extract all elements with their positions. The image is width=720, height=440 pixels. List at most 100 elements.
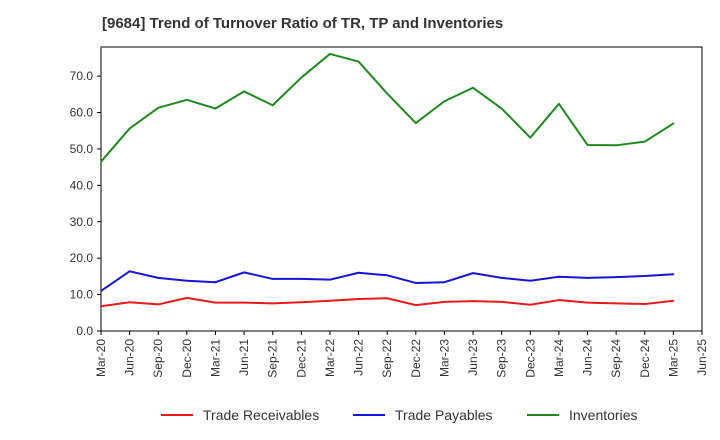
x-tick-label: Dec-21 bbox=[294, 339, 308, 378]
y-tick-label: 10.0 bbox=[70, 288, 94, 302]
x-tick-label: Sep-22 bbox=[380, 339, 394, 378]
x-tick-label: Dec-23 bbox=[523, 339, 537, 378]
x-tick-label: Sep-20 bbox=[151, 339, 165, 378]
data-point-trade-payables bbox=[643, 275, 646, 277]
data-point-trade-receivables bbox=[386, 297, 389, 300]
data-point-trade-payables bbox=[300, 278, 303, 280]
data-point-trade-payables bbox=[329, 278, 331, 281]
y-tick-label: 40.0 bbox=[70, 178, 94, 192]
data-point-trade-payables bbox=[243, 271, 245, 274]
x-tick-label: Mar-25 bbox=[666, 339, 680, 377]
data-point-trade-receivables bbox=[357, 298, 360, 300]
legend-label: Inventories bbox=[569, 407, 637, 423]
data-point-trade-payables bbox=[157, 276, 160, 279]
x-tick-label: Jun-24 bbox=[581, 339, 595, 376]
x-tick-label: Mar-21 bbox=[208, 339, 222, 377]
data-point-inventories bbox=[615, 144, 618, 147]
data-point-trade-receivables bbox=[100, 305, 102, 308]
data-point-trade-payables bbox=[443, 281, 446, 284]
data-point-trade-payables bbox=[672, 273, 675, 276]
data-point-trade-receivables bbox=[586, 301, 589, 304]
y-tick-label: 20.0 bbox=[70, 251, 94, 265]
data-point-inventories bbox=[672, 122, 675, 125]
data-point-trade-receivables bbox=[643, 303, 646, 305]
data-point-inventories bbox=[643, 140, 646, 143]
data-point-trade-receivables bbox=[300, 301, 303, 304]
data-point-trade-receivables bbox=[472, 300, 474, 303]
legend-item-trade-receivables: Trade Receivables bbox=[161, 407, 319, 423]
y-tick-label: 60.0 bbox=[70, 106, 94, 120]
legend-label: Trade Payables bbox=[395, 407, 493, 423]
data-point-trade-payables bbox=[500, 276, 503, 279]
series-lines bbox=[100, 52, 675, 308]
data-point-trade-payables bbox=[100, 290, 102, 292]
legend-item-inventories: Inventories bbox=[527, 407, 637, 423]
data-point-trade-receivables bbox=[615, 302, 618, 305]
data-point-inventories bbox=[386, 92, 389, 95]
data-point-trade-receivables bbox=[500, 300, 503, 303]
data-point-trade-payables bbox=[586, 276, 589, 279]
x-tick-label: Mar-22 bbox=[323, 339, 337, 377]
data-point-inventories bbox=[329, 53, 331, 55]
data-point-trade-receivables bbox=[157, 303, 160, 306]
x-tick-label: Jun-23 bbox=[466, 339, 480, 376]
x-tick-label: Dec-24 bbox=[638, 339, 652, 378]
data-point-inventories bbox=[185, 98, 188, 101]
data-point-trade-receivables bbox=[128, 301, 131, 304]
x-tick-label: Jun-22 bbox=[352, 339, 366, 376]
data-point-inventories bbox=[500, 107, 503, 110]
data-point-trade-payables bbox=[271, 278, 274, 280]
data-point-trade-receivables bbox=[672, 299, 675, 302]
data-point-trade-payables bbox=[214, 281, 217, 284]
y-tick-label: 0.0 bbox=[76, 324, 93, 338]
data-point-trade-receivables bbox=[214, 301, 217, 304]
x-tick-label: Mar-24 bbox=[552, 339, 566, 377]
x-tick-label: Mar-20 bbox=[94, 339, 108, 377]
legend-item-trade-payables: Trade Payables bbox=[353, 407, 493, 423]
data-point-inventories bbox=[472, 86, 474, 89]
data-point-trade-payables bbox=[185, 279, 188, 282]
data-point-inventories bbox=[271, 104, 274, 107]
data-point-inventories bbox=[443, 100, 446, 103]
data-point-trade-payables bbox=[529, 279, 532, 282]
data-point-inventories bbox=[100, 160, 102, 163]
data-point-trade-receivables bbox=[443, 300, 446, 303]
x-tick-label: Mar-23 bbox=[437, 339, 451, 377]
x-tick-label: Sep-23 bbox=[495, 339, 509, 378]
data-point-inventories bbox=[128, 127, 131, 130]
data-point-inventories bbox=[414, 122, 417, 124]
data-point-trade-payables bbox=[386, 274, 389, 277]
x-tick-label: Dec-20 bbox=[180, 339, 194, 378]
y-tick-label: 30.0 bbox=[70, 215, 94, 229]
data-point-inventories bbox=[157, 106, 160, 109]
x-tick-label: Dec-22 bbox=[409, 339, 423, 378]
data-point-inventories bbox=[243, 90, 245, 93]
data-point-inventories bbox=[558, 102, 560, 105]
plot-frame bbox=[100, 46, 703, 332]
data-point-trade-payables bbox=[615, 276, 618, 279]
data-point-inventories bbox=[529, 136, 532, 139]
x-tick-label: Jun-25 bbox=[695, 339, 709, 376]
data-point-trade-receivables bbox=[185, 296, 188, 299]
x-tick-label: Jun-20 bbox=[123, 339, 137, 376]
data-point-trade-payables bbox=[357, 271, 360, 274]
data-point-inventories bbox=[300, 76, 303, 79]
y-tick-label: 50.0 bbox=[70, 142, 94, 156]
data-point-trade-receivables bbox=[271, 302, 274, 305]
data-point-trade-receivables bbox=[529, 303, 532, 306]
axes: 0.0 10.0 20.0 30.0 40.0 50.0 60.0 70.0 Mar-20 Jun… bbox=[70, 46, 709, 378]
data-point-trade-payables bbox=[128, 270, 131, 273]
data-point-trade-payables bbox=[414, 282, 417, 284]
legend: Trade Receivables Trade Payables Inventori… bbox=[161, 407, 637, 423]
x-tick-label: Sep-24 bbox=[609, 339, 623, 378]
data-point-trade-receivables bbox=[243, 301, 245, 304]
data-point-trade-receivables bbox=[558, 299, 560, 301]
x-tick-label: Jun-21 bbox=[237, 339, 251, 376]
data-point-inventories bbox=[357, 60, 360, 63]
data-point-trade-receivables bbox=[414, 304, 417, 307]
chart-title: [9684] Trend of Turnover Ratio of TR, TP… bbox=[102, 15, 504, 32]
data-point-inventories bbox=[586, 144, 589, 146]
data-point-trade-receivables bbox=[329, 299, 331, 302]
x-tick-label: Sep-21 bbox=[266, 339, 280, 378]
